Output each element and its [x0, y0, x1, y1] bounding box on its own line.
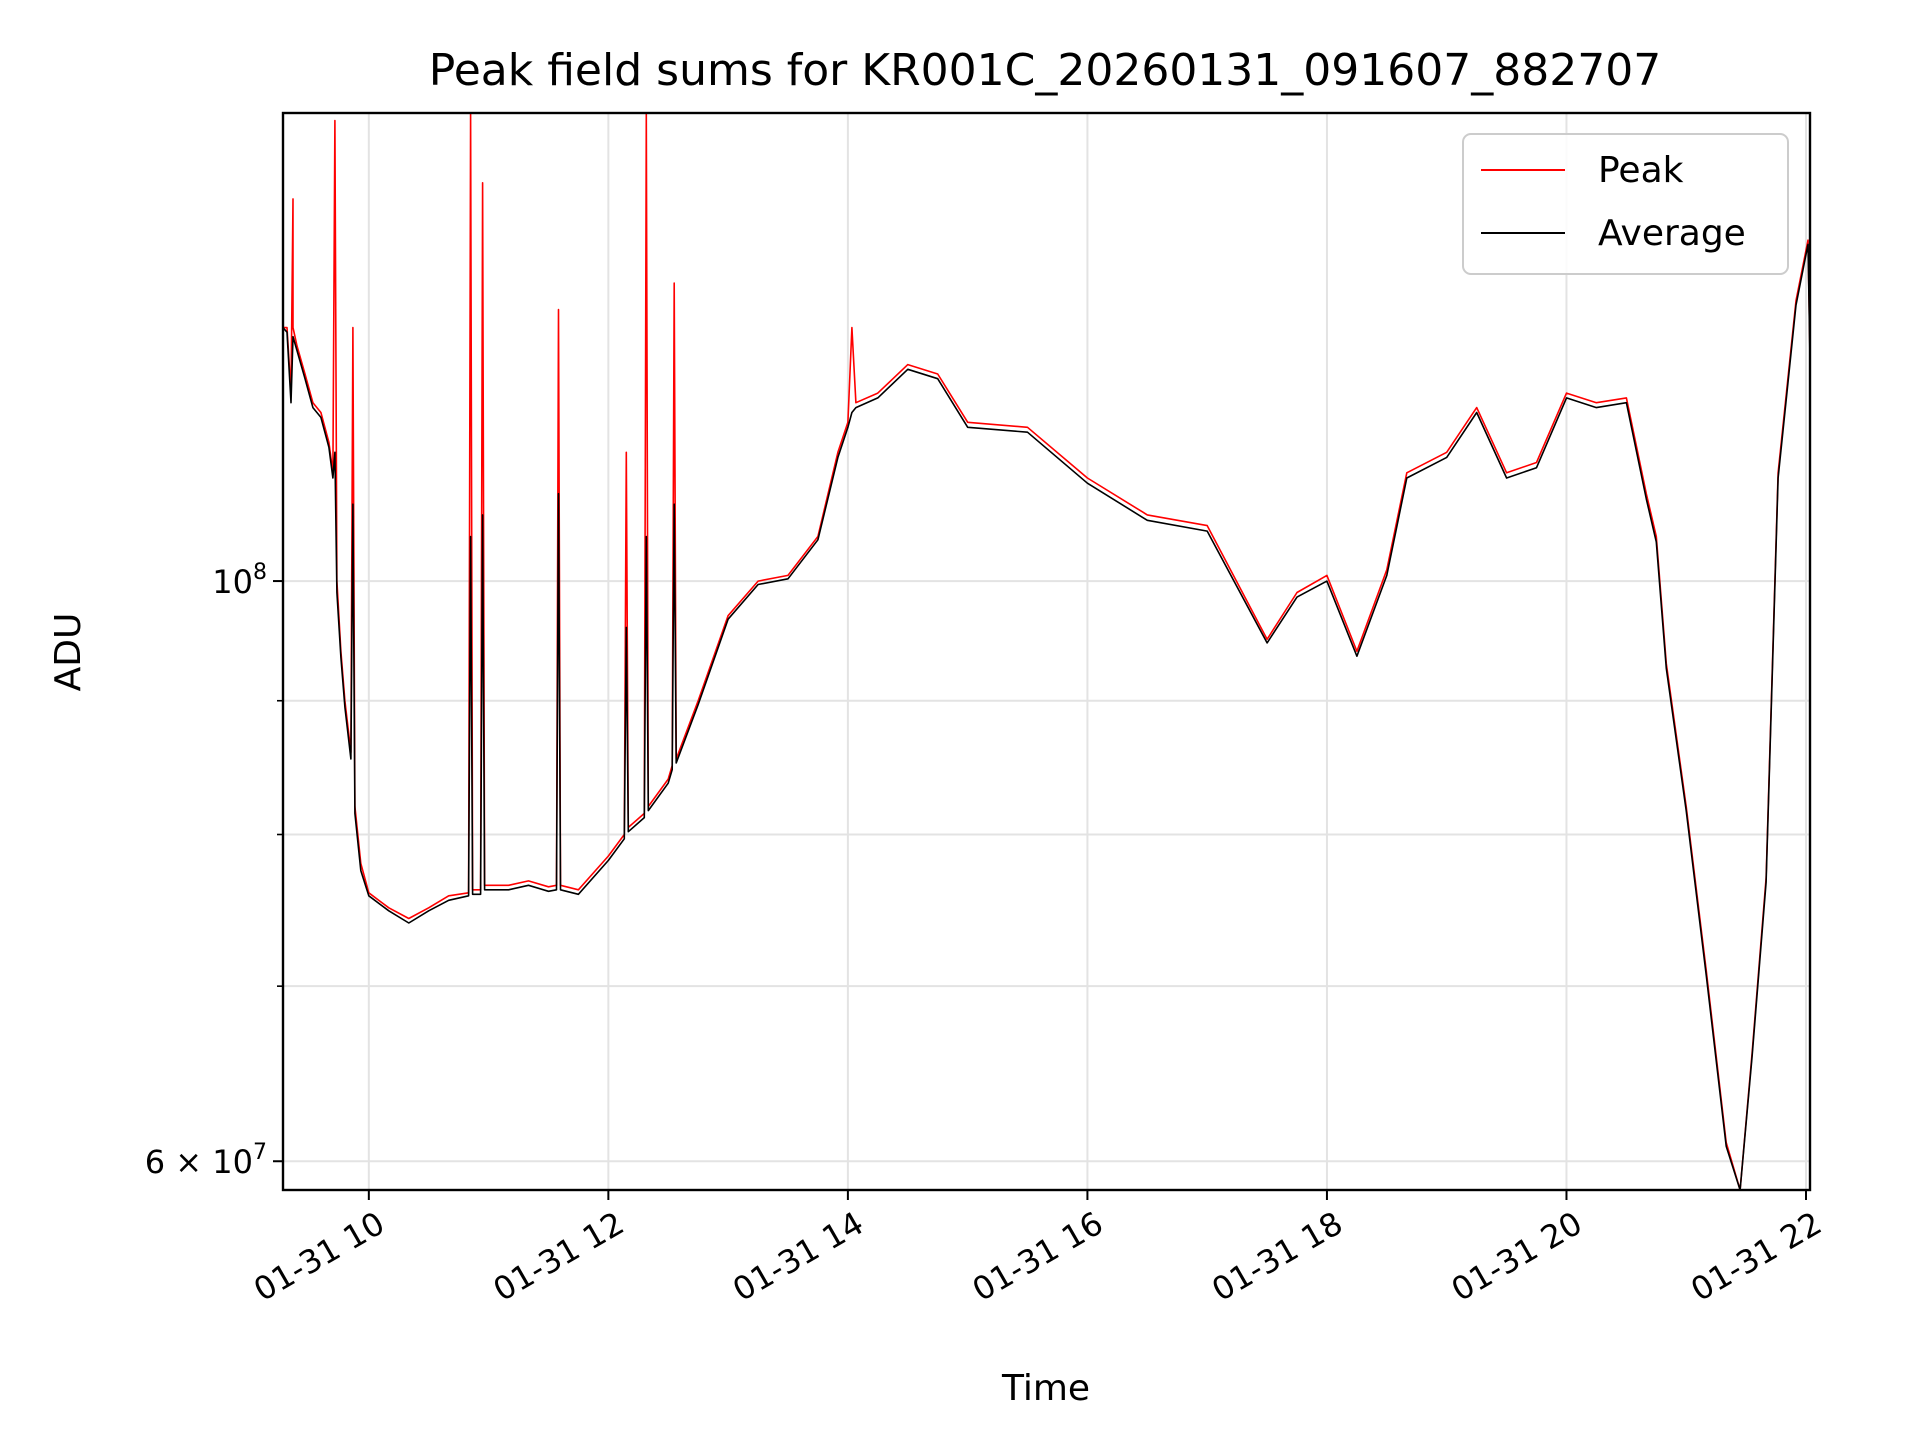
y-tick-label: 6 × 107 — [145, 1140, 267, 1181]
legend-label-average: Average — [1598, 213, 1746, 254]
chart-title: Peak field sums for KR001C_20260131_0916… — [429, 45, 1661, 96]
legend-label-peak: Peak — [1598, 150, 1684, 191]
x-axis-label: Time — [1001, 1368, 1090, 1409]
series-line-average — [283, 243, 1810, 1190]
grid-lines — [283, 113, 1810, 1190]
y-axis-label: ADU — [48, 613, 89, 692]
plot-frame — [281, 111, 1812, 1192]
y-tick-label: 108 — [212, 560, 267, 601]
legend: Peak Average — [1462, 133, 1789, 275]
series-group — [283, 113, 1810, 1190]
